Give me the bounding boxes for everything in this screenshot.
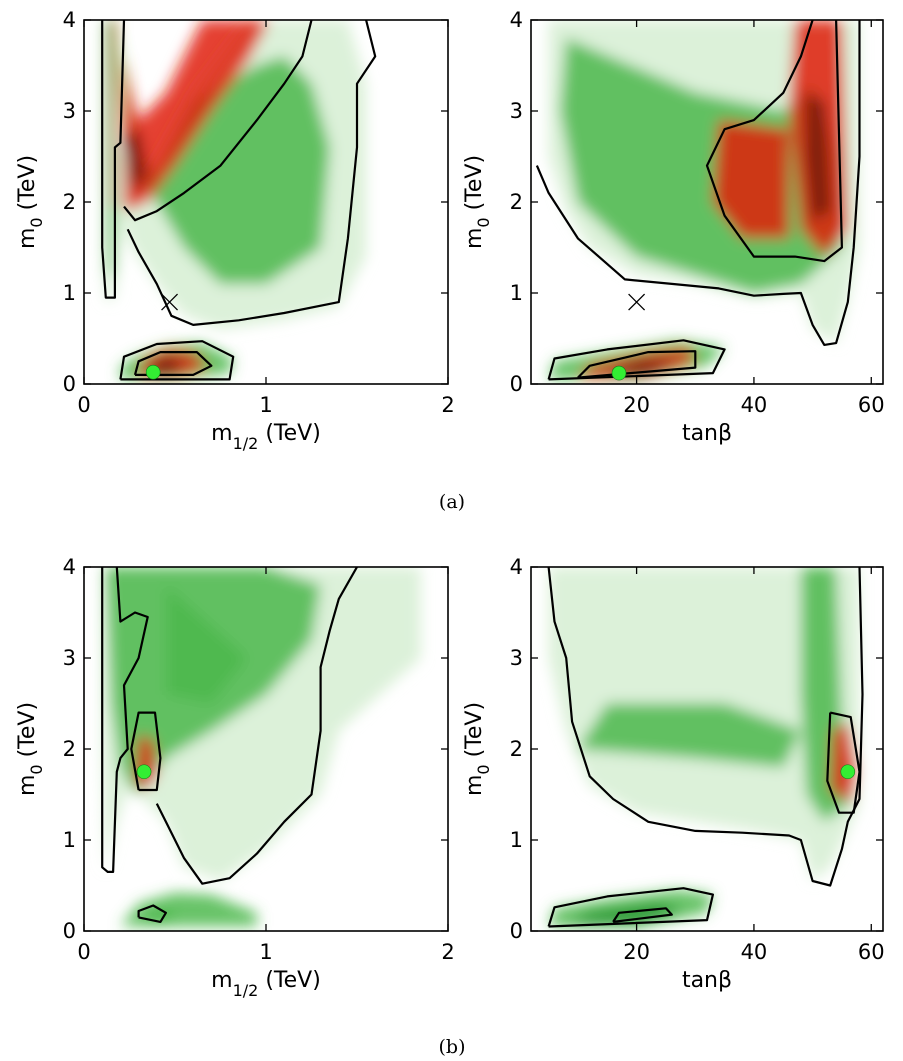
x-tick-label: 20: [623, 940, 650, 964]
credible-contour: [137, 904, 167, 924]
panel-b-right: 0 1 2 3 4 20 40 60 tanβ m0 (TeV): [462, 555, 885, 993]
best-fit-point: [611, 365, 627, 381]
density-region-red: [124, 20, 270, 212]
y-tick-label: 0: [510, 919, 523, 943]
y-tick-label: 1: [510, 281, 523, 305]
y-axis-label: m0 (TeV): [15, 702, 46, 796]
x-tick-label: 2: [441, 393, 454, 417]
benchmark-cross-marker: [628, 293, 646, 311]
x-tick-label: 1: [259, 940, 272, 964]
credible-contour: [130, 711, 162, 792]
y-tick-label: 4: [63, 8, 76, 32]
credible-contour: [577, 350, 697, 379]
y-tick-label: 1: [510, 828, 523, 852]
x-axis-label: tanβ: [682, 421, 732, 446]
best-fit-point: [145, 364, 161, 380]
y-tick-label: 3: [63, 99, 76, 123]
contour-layer: [535, 20, 861, 381]
credible-contour: [101, 567, 149, 874]
x-tick-label: 1: [259, 393, 272, 417]
y-tick-label: 3: [63, 646, 76, 670]
y-tick-label: 1: [63, 828, 76, 852]
y-tick-label: 3: [510, 646, 523, 670]
x-tick-label: 60: [858, 940, 885, 964]
y-tick-label: 0: [63, 919, 76, 943]
panel-a-left: 0 1 2 3 4 0 1 2 m1/2 (TeV) m0 (TeV): [15, 8, 455, 453]
x-tick-label: 0: [77, 393, 90, 417]
y-axis-label: m0 (TeV): [462, 155, 493, 249]
credible-contour: [101, 20, 126, 299]
density-region-dark-red: [806, 92, 831, 221]
y-axis-label: m0 (TeV): [462, 702, 493, 796]
x-tick-label: 40: [741, 940, 768, 964]
y-tick-label: 4: [63, 555, 76, 579]
best-fit-point: [840, 764, 856, 780]
benchmark-cross-marker: [161, 293, 178, 311]
credible-contour: [155, 567, 358, 885]
contour-layer: [101, 20, 377, 381]
y-tick-label: 0: [63, 372, 76, 396]
y-tick-label: 2: [63, 190, 76, 214]
x-tick-label: 0: [77, 940, 90, 964]
density-region-red: [110, 20, 115, 212]
credible-contour: [547, 567, 864, 887]
x-axis-label: m1/2 (TeV): [211, 968, 321, 1000]
credible-contour: [123, 20, 313, 222]
credible-contour: [547, 887, 715, 928]
y-tick-label: 3: [510, 99, 523, 123]
x-axis-label: tanβ: [682, 968, 732, 993]
x-tick-label: 60: [858, 393, 885, 417]
caption-a: (a): [439, 491, 465, 513]
y-tick-label: 2: [510, 737, 523, 761]
credible-contour: [126, 20, 377, 326]
credible-contour: [547, 339, 726, 381]
credible-contour: [826, 711, 861, 814]
density-region-red: [830, 721, 857, 804]
y-tick-label: 4: [510, 555, 523, 579]
x-tick-label: 40: [741, 393, 768, 417]
contour-layer: [101, 567, 358, 924]
credible-contour: [535, 20, 861, 346]
density-region-dark-red: [124, 129, 146, 193]
x-tick-label: 20: [623, 393, 650, 417]
y-axis-label: m0 (TeV): [15, 155, 46, 249]
y-tick-label: 4: [510, 8, 523, 32]
credible-contour: [705, 20, 844, 263]
x-tick-label: 2: [441, 940, 454, 964]
density-layer: [548, 20, 860, 381]
y-tick-label: 0: [510, 372, 523, 396]
density-region-green-mid: [165, 585, 248, 704]
y-tick-label: 1: [63, 281, 76, 305]
y-tick-label: 2: [63, 737, 76, 761]
contour-layer: [547, 567, 864, 928]
credible-contour: [133, 351, 213, 376]
best-fit-point: [136, 764, 152, 780]
density-region-red: [712, 120, 790, 239]
credible-contour: [119, 340, 235, 381]
y-tick-label: 2: [510, 190, 523, 214]
density-layer: [102, 567, 421, 927]
credible-contour: [612, 907, 673, 923]
x-axis-label: m1/2 (TeV): [211, 421, 321, 453]
panel-a-right: 0 1 2 3 4 20 40 60 tanβ m0 (TeV): [462, 8, 885, 446]
density-region-green-mid: [577, 703, 801, 768]
panel-b-left: 0 1 2 3 4 0 1 2 m1/2 (TeV) m0 (TeV): [15, 555, 455, 1000]
caption-b: (b): [439, 1036, 466, 1058]
